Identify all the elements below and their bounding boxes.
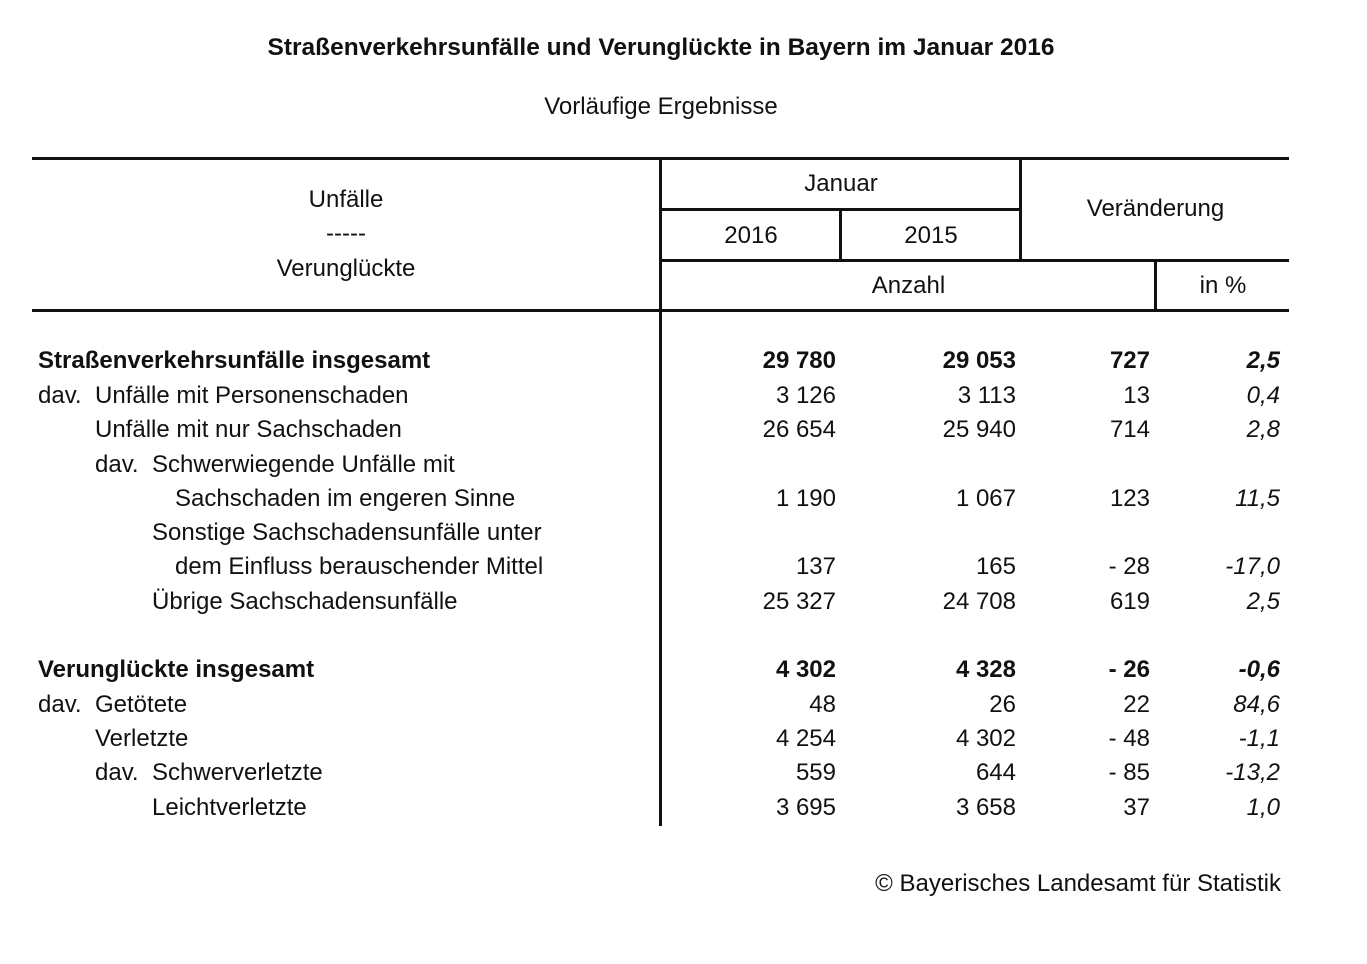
value-2015: 29 053: [942, 347, 1016, 374]
value-2016: 4 254: [775, 725, 836, 752]
value-difference: 13: [1123, 382, 1150, 409]
value-2016: 3 126: [775, 382, 836, 409]
page-subtitle: Vorläufige Ergebnisse: [544, 93, 778, 120]
value-2016: 137: [795, 553, 836, 580]
table-row: Verunglückte insgesamt 4 302 4 328 - 26 -0,6: [0, 653, 1367, 687]
value-2015: 1 067: [955, 485, 1016, 512]
row-prefix: dav.: [95, 451, 139, 478]
header-row-label-separator: -----: [326, 220, 366, 247]
header-year-2015: 2015: [904, 222, 958, 249]
table-rule-stub: [659, 157, 662, 826]
page-title: Straßenverkehrsunfälle und Verunglückte …: [267, 34, 1055, 61]
header-unit-percent: in %: [1199, 272, 1247, 299]
row-prefix: dav.: [95, 759, 139, 786]
row-label: Übrige Sachschadensunfälle: [152, 588, 458, 615]
value-difference: 714: [1109, 416, 1150, 443]
header-unit-count: Anzahl: [871, 272, 946, 299]
row-label: Verunglückte insgesamt: [38, 656, 315, 683]
row-label: Unfälle mit Personenschaden: [95, 382, 409, 409]
header-row-label-bottom: Verunglückte: [276, 255, 416, 282]
value-percent: 84,6: [1233, 691, 1280, 718]
table-row: Straßenverkehrsunfälle insgesamt 29 780 29…: [0, 344, 1367, 378]
table-row: Sonstige Sachschadensunfälle unter: [0, 516, 1367, 550]
row-label: Straßenverkehrsunfälle insgesamt: [38, 347, 431, 374]
value-difference: - 48: [1108, 725, 1150, 752]
value-percent: 2,5: [1246, 588, 1280, 615]
copyright-footer: © Bayerisches Landesamt für Statistik: [875, 870, 1281, 897]
table-row: Übrige Sachschadensunfälle 25 327 24 708 61…: [0, 585, 1367, 619]
value-difference: - 85: [1108, 759, 1150, 786]
value-difference: - 26: [1108, 656, 1150, 683]
value-difference: 22: [1123, 691, 1150, 718]
value-difference: 727: [1109, 347, 1150, 374]
value-2016: 25 327: [762, 588, 836, 615]
row-label: Sachschaden im engeren Sinne: [175, 485, 516, 512]
value-percent: -13,2: [1225, 759, 1280, 786]
value-2015: 25 940: [942, 416, 1016, 443]
table-row: Verletzte 4 254 4 302 - 48 -1,1: [0, 722, 1367, 756]
value-2016: 559: [795, 759, 836, 786]
row-label: Getötete: [95, 691, 188, 718]
row-label: Schwerwiegende Unfälle mit: [152, 451, 455, 478]
table-rule-change: [1019, 157, 1022, 260]
row-label: Schwerverletzte: [152, 759, 323, 786]
value-percent: 11,5: [1235, 485, 1280, 512]
value-2015: 165: [975, 553, 1016, 580]
value-difference: 37: [1123, 794, 1150, 821]
value-difference: 123: [1109, 485, 1150, 512]
value-difference: - 28: [1108, 553, 1150, 580]
table-rule-years: [839, 208, 842, 260]
header-change: Veränderung: [1086, 195, 1225, 222]
value-percent: -17,0: [1225, 553, 1280, 580]
row-label: Leichtverletzte: [152, 794, 307, 821]
value-percent: 2,8: [1246, 416, 1280, 443]
table-row: dem Einfluss berauschender Mittel 137 165 -…: [0, 550, 1367, 584]
value-2016: 1 190: [775, 485, 836, 512]
value-2016: 3 695: [775, 794, 836, 821]
table-rule-percent: [1154, 259, 1157, 310]
table-row: dav. Unfälle mit Personenschaden 3 126 3 11…: [0, 379, 1367, 413]
header-month: Januar: [804, 170, 878, 197]
value-2015: 3 658: [955, 794, 1016, 821]
row-label: Unfälle mit nur Sachschaden: [95, 416, 402, 443]
header-row-label-top: Unfälle: [308, 186, 384, 213]
row-label: dem Einfluss berauschender Mittel: [175, 553, 544, 580]
row-label: Verletzte: [95, 725, 189, 752]
value-2015: 4 302: [955, 725, 1016, 752]
value-2016: 48: [809, 691, 836, 718]
value-2015: 3 113: [957, 382, 1016, 409]
value-2016: 26 654: [762, 416, 836, 443]
value-2015: 4 328: [955, 656, 1016, 683]
value-percent: -1,1: [1238, 725, 1280, 752]
value-percent: 0,4: [1246, 382, 1280, 409]
row-label: Sonstige Sachschadensunfälle unter: [152, 519, 542, 546]
table-row: dav. Schwerwiegende Unfälle mit: [0, 448, 1367, 482]
value-2015: 24 708: [942, 588, 1016, 615]
value-percent: 1,0: [1246, 794, 1280, 821]
value-2015: 644: [975, 759, 1016, 786]
table-row: dav. Schwerverletzte 559 644 - 85 -13,2: [0, 756, 1367, 790]
value-2015: 26: [989, 691, 1016, 718]
row-prefix: dav.: [38, 691, 82, 718]
value-percent: 2,5: [1246, 347, 1280, 374]
table-row: Sachschaden im engeren Sinne 1 190 1 067 12…: [0, 482, 1367, 516]
value-difference: 619: [1109, 588, 1150, 615]
value-2016: 29 780: [762, 347, 836, 374]
table-rule-header-bottom: [32, 309, 1289, 312]
header-year-2016: 2016: [724, 222, 778, 249]
value-percent: -0,6: [1238, 656, 1280, 683]
value-2016: 4 302: [775, 656, 836, 683]
table-rule-units: [660, 259, 1289, 262]
table-row: Unfälle mit nur Sachschaden 26 654 25 940 7…: [0, 413, 1367, 447]
table-row: dav. Getötete 48 26 22 84,6: [0, 688, 1367, 722]
row-prefix: dav.: [38, 382, 82, 409]
table-row: Leichtverletzte 3 695 3 658 37 1,0: [0, 791, 1367, 825]
